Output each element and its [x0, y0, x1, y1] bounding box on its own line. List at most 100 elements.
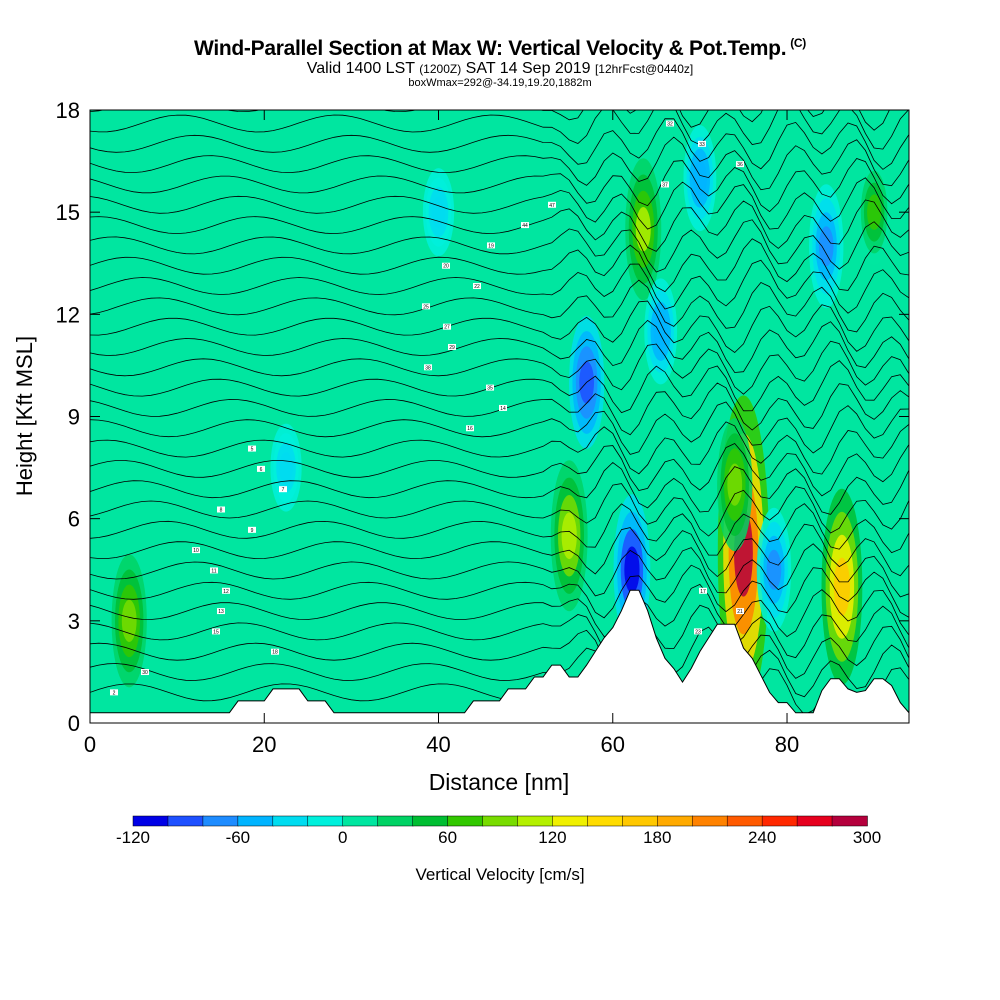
isentrope-line — [90, 401, 909, 455]
isentrope-label-box — [521, 222, 529, 229]
colorbar-swatch — [132, 815, 169, 827]
isentrope-label-box — [248, 445, 256, 452]
x-tick-label: 20 — [252, 732, 276, 757]
updraft-core — [121, 599, 137, 642]
isentrope-label-text: 19 — [488, 243, 494, 249]
isentrope-label-text: 25 — [423, 304, 429, 310]
isentrope-label: 16 — [466, 425, 474, 432]
colorbar-swatch — [622, 815, 659, 827]
colorbar-tick-label: 300 — [853, 828, 881, 847]
downdraft-core — [279, 452, 293, 484]
colorbar-swatch — [691, 815, 728, 827]
y-tick-label: 0 — [68, 711, 80, 736]
copyright-mark: (C) — [790, 36, 806, 50]
isentrope-label: 47 — [548, 201, 556, 209]
y-tick-label: 15 — [56, 200, 80, 225]
isentrope-line — [90, 158, 909, 213]
isentrope-label-box — [699, 587, 707, 594]
isentrope-label-box — [279, 486, 287, 493]
isentrope-label-box — [548, 201, 556, 208]
x-tick-label: 40 — [426, 732, 450, 757]
downdraft-core — [692, 160, 707, 196]
colorbar-swatch — [342, 815, 379, 827]
isentrope-label-box — [212, 628, 220, 635]
isentrope-label-box — [486, 384, 494, 391]
isentrope-label: 36 — [736, 161, 744, 168]
isentrope-line — [90, 483, 909, 537]
isentrope-label-box — [217, 506, 225, 513]
isentrope-label: 23 — [694, 628, 702, 635]
updraft-core — [833, 557, 851, 616]
colorbar-tick-label: 120 — [538, 828, 566, 847]
colorbar-swatch — [587, 815, 624, 827]
isentrope-label: 10 — [192, 547, 200, 554]
colorbar-swatch — [726, 815, 763, 827]
isentrope-label-text: 22 — [474, 284, 480, 290]
isentrope-label-box — [271, 648, 279, 655]
isentrope-line — [90, 319, 909, 373]
isentrope-label-box — [666, 120, 674, 127]
isentrope-label-text: 38 — [425, 365, 431, 371]
isentrope-label-text: 44 — [522, 223, 528, 229]
valid-utc-time: (1200Z) — [419, 62, 462, 76]
isentrope-line — [90, 564, 909, 619]
x-tick-label: 0 — [84, 732, 96, 757]
colorbar-label: Vertical Velocity [cm/s] — [415, 865, 584, 884]
isentrope-label-text: 16 — [467, 426, 473, 432]
x-tick-label: 60 — [601, 732, 625, 757]
isentrope-label-text: 6 — [260, 467, 263, 473]
isentrope-label-text: 20 — [443, 264, 449, 270]
colorbar-swatch — [202, 815, 239, 827]
isentrope-label-text: 29 — [449, 345, 455, 351]
isentrope-label-box — [736, 161, 744, 168]
isentrope-label-text: 8 — [220, 508, 223, 514]
isentrope-label-text: 18 — [272, 650, 278, 656]
isentrope-label: 17 — [699, 587, 707, 595]
isentrope-label: 11 — [210, 567, 218, 574]
colorbar-swatch — [761, 815, 798, 827]
colorbar-swatch — [167, 815, 204, 827]
isentrope-label-text: 9 — [251, 528, 254, 534]
colorbar-swatch — [796, 815, 833, 827]
isentrope-label-box — [222, 587, 230, 594]
isentrope-label: 13 — [217, 608, 225, 615]
isentrope-line — [90, 443, 909, 497]
isentrope-label-box — [248, 526, 256, 533]
colorbar-tick-label: -60 — [226, 828, 251, 847]
updraft-core — [727, 463, 743, 506]
isentrope-label-box — [694, 628, 702, 635]
terrain — [90, 589, 909, 723]
colorbar-swatch — [552, 815, 589, 827]
isentrope-label: 35 — [486, 384, 494, 392]
isentrope-label: 19 — [487, 242, 495, 249]
isentrope-label-text: 35 — [487, 386, 493, 392]
isentrope-line — [90, 523, 909, 578]
axes: 0 20 40 60 80 0 36 9 12 15 18 — [56, 98, 909, 757]
isentrope-label-text: 21 — [737, 609, 743, 615]
isentrope-label-text: 13 — [218, 609, 224, 615]
isentrope-label-text: 30 — [142, 670, 148, 676]
isentrope-line — [90, 279, 909, 333]
isentrope-label-text: 14 — [500, 406, 506, 412]
valid-local-time: Valid 1400 LST — [306, 60, 415, 77]
downdraft-core — [653, 313, 668, 350]
x-tick-label: 80 — [775, 732, 799, 757]
isentrope-line — [90, 110, 909, 150]
forecast-run: [12hrFcst@0440z] — [594, 62, 694, 76]
isentrope-label-box — [448, 343, 456, 350]
isentrope-label-box — [466, 425, 474, 432]
isentrope-label: 30 — [141, 669, 149, 676]
isentrope-label-box — [473, 283, 481, 290]
isentrope-line — [90, 340, 909, 395]
isentrope-label-box — [424, 364, 432, 371]
chart-title: Wind-Parallel Section at Max W: Vertical… — [0, 36, 1000, 61]
isentrope-label: 12 — [222, 587, 230, 595]
y-tick-label: 18 — [56, 98, 80, 123]
colorbar-tick-label: 60 — [438, 828, 457, 847]
chart-title-text: Wind-Parallel Section at Max W: Vertical… — [194, 37, 787, 60]
isentrope-line — [90, 461, 909, 515]
y-axis-label: Height [Kft MSL] — [12, 336, 37, 496]
isentrope-label-box — [210, 567, 218, 574]
velocity-field — [111, 125, 891, 711]
